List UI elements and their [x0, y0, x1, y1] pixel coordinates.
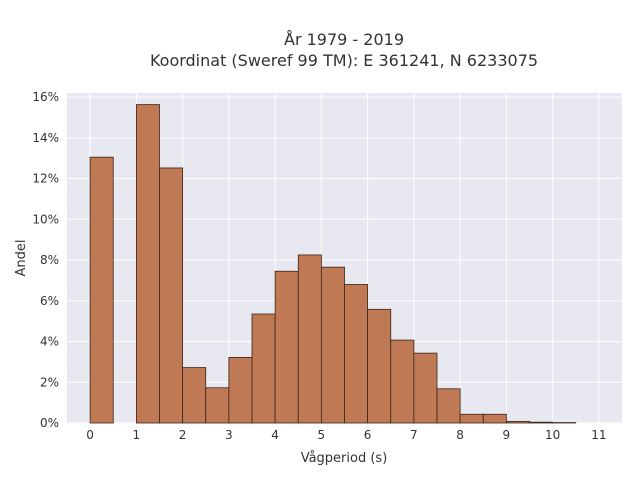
histogram-bar: [136, 105, 159, 423]
chart-title-line1: År 1979 - 2019: [284, 30, 404, 49]
x-tick-label: 7: [410, 428, 418, 442]
histogram-bar: [252, 314, 275, 423]
histogram-bar: [229, 357, 252, 423]
x-tick-label: 4: [271, 428, 279, 442]
chart-title-line2: Koordinat (Sweref 99 TM): E 361241, N 62…: [150, 51, 538, 70]
x-tick-labels: 0 1 2 3 4 5 6 7 8 9 10 11: [86, 428, 606, 442]
x-tick-label: 2: [179, 428, 187, 442]
y-tick-labels: 0% 2% 4% 6% 8% 10% 12% 14% 16%: [32, 90, 59, 430]
x-tick-label: 10: [545, 428, 560, 442]
y-tick-label: 6%: [40, 294, 59, 308]
histogram-bar: [345, 284, 368, 423]
histogram-bar: [483, 414, 506, 423]
histogram-bar: [298, 255, 321, 423]
histogram-bar: [321, 267, 344, 423]
y-axis-title: Andel: [14, 240, 29, 277]
x-tick-label: 0: [86, 428, 94, 442]
x-tick-label: 1: [133, 428, 141, 442]
histogram-bar: [460, 414, 483, 423]
histogram-bar: [506, 421, 529, 423]
histogram-bar: [183, 368, 206, 423]
x-tick-label: 5: [318, 428, 326, 442]
y-tick-label: 12%: [32, 172, 59, 186]
histogram-bar: [391, 340, 414, 423]
histogram-bar: [437, 389, 460, 423]
y-tick-label: 10%: [32, 212, 59, 226]
y-tick-label: 2%: [40, 375, 59, 389]
y-tick-label: 4%: [40, 335, 59, 349]
x-tick-label: 3: [225, 428, 233, 442]
y-tick-label: 0%: [40, 416, 59, 430]
x-tick-label: 6: [364, 428, 372, 442]
histogram-bar: [206, 388, 229, 423]
y-tick-label: 14%: [32, 131, 59, 145]
histogram-bar: [368, 309, 391, 423]
histogram-bar: [275, 271, 298, 423]
y-tick-label: 8%: [40, 253, 59, 267]
x-tick-label: 8: [456, 428, 464, 442]
y-tick-label: 16%: [32, 90, 59, 104]
histogram-bar: [414, 353, 437, 423]
histogram-bar: [160, 168, 183, 423]
x-tick-label: 9: [503, 428, 511, 442]
histogram-bar: [530, 422, 553, 423]
histogram-bar: [90, 157, 113, 423]
x-axis-title: Vågperiod (s): [301, 451, 388, 466]
x-tick-label: 11: [591, 428, 606, 442]
